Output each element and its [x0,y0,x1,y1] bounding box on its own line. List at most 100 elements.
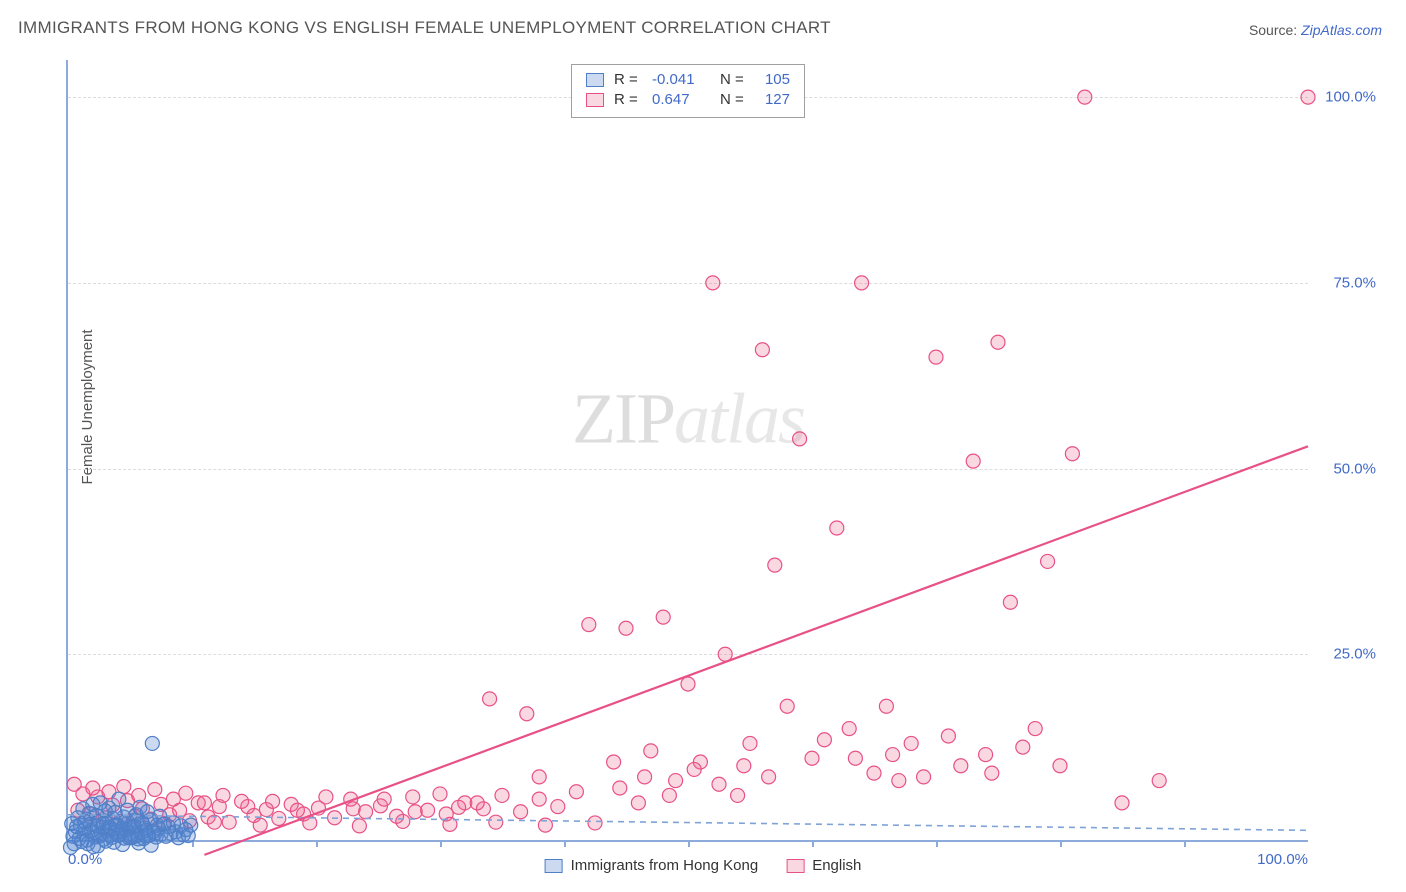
data-point-english [669,774,683,788]
n-label: N = [720,90,748,110]
x-tick [1060,840,1062,847]
data-point-english [991,335,1005,349]
data-point-english [867,766,881,780]
legend-label-english: English [812,857,861,874]
data-point-english [346,802,360,816]
n-label: N = [720,70,748,90]
data-point-english [687,762,701,776]
source-attribution: Source: ZipAtlas.com [1249,22,1382,38]
data-point-english [272,811,286,825]
r-value-hk: -0.041 [652,70,710,90]
legend-item-english: English [786,857,861,874]
data-point-english [588,816,602,830]
n-value-hk: 105 [758,70,790,90]
swatch-english [786,859,804,873]
data-point-english [842,722,856,736]
x-tick-label: 100.0% [1257,851,1308,868]
data-point-english [619,621,633,635]
data-point-english [1053,759,1067,773]
data-point-english [743,736,757,750]
data-point-english [762,770,776,784]
x-tick [1184,840,1186,847]
data-point-english [179,786,193,800]
data-point-english [607,755,621,769]
data-point-english [886,748,900,762]
data-point-english [892,774,906,788]
data-point-english [495,788,509,802]
data-point-english [855,276,869,290]
source-link[interactable]: ZipAtlas.com [1301,22,1382,38]
data-point-english [290,803,304,817]
data-point-english [848,751,862,765]
swatch-english [586,93,604,107]
data-point-english [421,803,435,817]
y-tick-label: 25.0% [1333,646,1376,663]
data-point-english [377,792,391,806]
plot-svg [68,60,1308,840]
r-label: R = [614,90,642,110]
data-point-english [830,521,844,535]
y-tick-label: 50.0% [1333,460,1376,477]
data-point-english [966,454,980,468]
data-point-hk [184,818,198,832]
data-point-english [731,788,745,802]
data-point-english [1003,595,1017,609]
data-point-english [941,729,955,743]
data-point-english [1041,554,1055,568]
data-point-english [1078,90,1092,104]
data-point-english [216,788,230,802]
data-point-english [1016,740,1030,754]
data-point-english [985,766,999,780]
data-point-english [197,796,211,810]
data-point-english [532,792,546,806]
source-prefix: Source: [1249,22,1301,38]
data-point-english [681,677,695,691]
data-point-english [780,699,794,713]
n-value-english: 127 [758,90,790,110]
data-point-english [1065,447,1079,461]
data-point-english [662,788,676,802]
data-point-english [253,818,267,832]
x-tick [316,840,318,847]
data-point-english [929,350,943,364]
y-tick-label: 100.0% [1325,89,1376,106]
correlation-legend: R = -0.041 N = 105 R = 0.647 N = 127 [571,64,805,118]
swatch-hk [545,859,563,873]
data-point-english [406,790,420,804]
data-point-english [483,692,497,706]
data-point-english [904,736,918,750]
data-point-english [148,782,162,796]
data-point-english [793,432,807,446]
data-point-english [979,748,993,762]
data-point-hk [135,815,149,829]
data-point-english [266,794,280,808]
data-point-english [433,787,447,801]
data-point-english [241,800,255,814]
data-point-english [644,744,658,758]
data-point-english [1152,774,1166,788]
data-point-english [1028,722,1042,736]
data-point-english [1115,796,1129,810]
data-point-english [569,785,583,799]
data-point-english [768,558,782,572]
legend-item-hk: Immigrants from Hong Kong [545,857,759,874]
x-tick [688,840,690,847]
x-tick [936,840,938,847]
chart-container: Female Unemployment ZIPatlas R = -0.041 … [18,60,1388,892]
data-point-english [1301,90,1315,104]
swatch-hk [586,73,604,87]
data-point-english [452,800,466,814]
trend-line-english [204,446,1308,855]
data-point-english [817,733,831,747]
data-point-english [879,699,893,713]
data-point-english [805,751,819,765]
legend-row-english: R = 0.647 N = 127 [586,90,790,110]
data-point-english [396,814,410,828]
data-point-english [631,796,645,810]
data-point-english [755,343,769,357]
data-point-english [514,805,528,819]
x-tick [564,840,566,847]
scatter-plot: ZIPatlas R = -0.041 N = 105 R = 0.647 N … [66,60,1308,842]
r-label: R = [614,70,642,90]
data-point-english [551,800,565,814]
